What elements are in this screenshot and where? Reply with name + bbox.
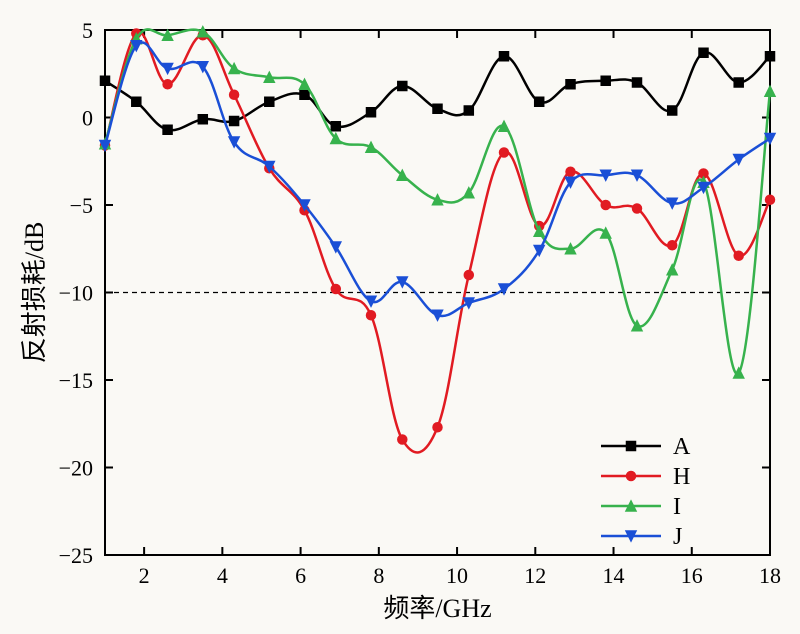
legend: AHIJ (601, 434, 691, 550)
svg-text:10: 10 (446, 563, 468, 588)
svg-text:−5: −5 (70, 193, 93, 218)
line-chart: 2 4 6 8 10 12 14 16 18 −25 −20 −15 −10 −5 0 5 频率/GHz 反射损耗… (10, 10, 790, 624)
series-J (100, 41, 775, 321)
svg-text:I: I (673, 494, 681, 520)
svg-text:18: 18 (759, 563, 781, 588)
svg-text:12: 12 (524, 563, 546, 588)
svg-text:5: 5 (82, 18, 93, 43)
svg-text:H: H (673, 464, 690, 490)
svg-text:0: 0 (82, 106, 93, 131)
svg-text:A: A (673, 434, 691, 460)
svg-text:8: 8 (373, 563, 384, 588)
svg-text:−25: −25 (59, 543, 93, 568)
svg-text:6: 6 (295, 563, 306, 588)
svg-text:−20: −20 (59, 456, 93, 481)
svg-text:频率/GHz: 频率/GHz (383, 594, 491, 623)
svg-text:反射损耗/dB: 反射损耗/dB (20, 222, 49, 364)
svg-text:14: 14 (603, 563, 625, 588)
series-H (101, 29, 775, 452)
svg-text:16: 16 (681, 563, 703, 588)
svg-text:−15: −15 (59, 368, 93, 393)
svg-text:−10: −10 (59, 281, 93, 306)
svg-text:J: J (673, 524, 682, 550)
svg-text:4: 4 (217, 563, 228, 588)
svg-text:2: 2 (139, 563, 150, 588)
